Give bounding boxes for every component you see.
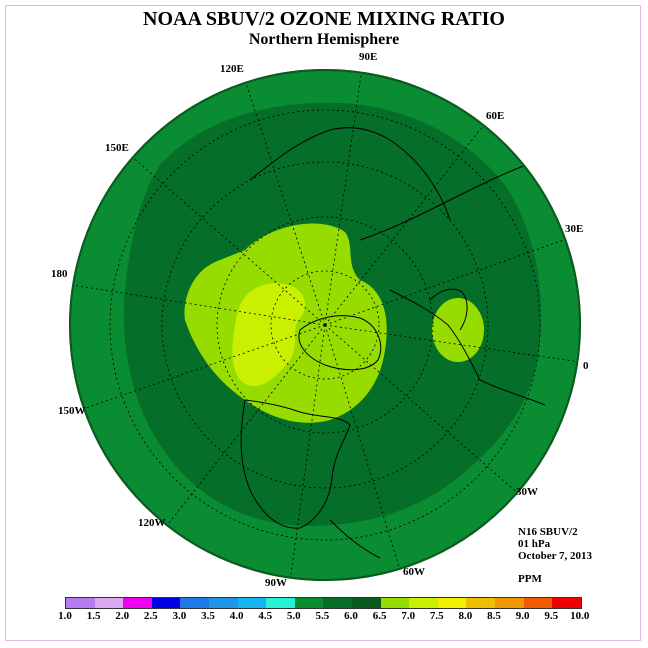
lon-label-150e: 150E	[105, 142, 129, 154]
colorbar-tick-label: 2.5	[143, 610, 158, 622]
colorbar-tick-label: 4.5	[258, 610, 273, 622]
figure-subtitle: Northern Hemisphere	[248, 31, 400, 48]
colorbar-tick-label: 2.0	[115, 610, 130, 622]
lon-label-60w: 60W	[403, 566, 425, 578]
colorbar-tick-label: 9.5	[544, 610, 559, 622]
colorbar-segment	[180, 598, 209, 608]
colorbar-segment	[208, 598, 238, 608]
colorbar-tick-label: 7.0	[401, 610, 416, 622]
colorbar-tick-label: 5.5	[315, 610, 330, 622]
colorbar	[65, 597, 582, 609]
colorbar-tick-label: 7.5	[429, 610, 444, 622]
colorbar-tick-label: 9.0	[515, 610, 530, 622]
colorbar-segment	[494, 598, 524, 608]
colorbar-tick-label: 8.5	[487, 610, 501, 622]
colorbar-tick-label: 4.0	[229, 610, 244, 622]
colorbar-tick-label: 6.0	[344, 610, 358, 622]
lon-label-0: 0	[583, 360, 589, 372]
colorbar-segment	[552, 598, 581, 608]
lon-label-180: 180	[51, 268, 68, 280]
lon-label-60e: 60E	[486, 110, 505, 122]
colorbar-segment	[237, 598, 267, 608]
colorbar-tick-label: 1.0	[58, 610, 72, 622]
colorbar-segment	[351, 598, 381, 608]
lon-label-150w: 150W	[58, 405, 86, 417]
colorbar-segment	[266, 598, 295, 608]
colorbar-segment	[380, 598, 410, 608]
date-label: October 7, 2013	[518, 550, 593, 562]
colorbar-segment	[294, 598, 324, 608]
lon-label-90w: 90W	[265, 577, 287, 589]
lon-label-30e: 30E	[565, 223, 584, 235]
colorbar-tick-label: 3.0	[172, 610, 187, 622]
units-label: PPM	[518, 573, 542, 585]
colorbar-segment	[437, 598, 467, 608]
colorbar-segment	[94, 598, 124, 608]
colorbar-segment	[123, 598, 152, 608]
colorbar-tick-label: 8.0	[458, 610, 473, 622]
colorbar-segment	[66, 598, 95, 608]
figure-title: NOAA SBUV/2 OZONE MIXING RATIO	[143, 8, 505, 30]
colorbar-tick-label: 6.5	[372, 610, 387, 622]
instrument-label: N16 SBUV/2	[518, 526, 578, 538]
east-ozone-blob	[432, 298, 484, 362]
lon-label-30w: 30W	[516, 486, 538, 498]
colorbar-tick-label: 3.5	[201, 610, 215, 622]
colorbar-segment	[523, 598, 553, 608]
colorbar-tick-label: 5.0	[286, 610, 301, 622]
colorbar-segment	[151, 598, 181, 608]
lon-label-120e: 120E	[220, 63, 244, 75]
pressure-level-label: 01 hPa	[518, 538, 551, 550]
colorbar-tick-label: 1.5	[86, 610, 101, 622]
colorbar-segment	[323, 598, 352, 608]
colorbar-segment	[409, 598, 438, 608]
colorbar-tick-label: 10.0	[570, 610, 590, 622]
lon-label-90e: 90E	[359, 51, 378, 63]
colorbar-segment	[466, 598, 495, 608]
yellow-green-ozone-core	[232, 283, 306, 387]
lon-label-120w: 120W	[138, 517, 166, 529]
